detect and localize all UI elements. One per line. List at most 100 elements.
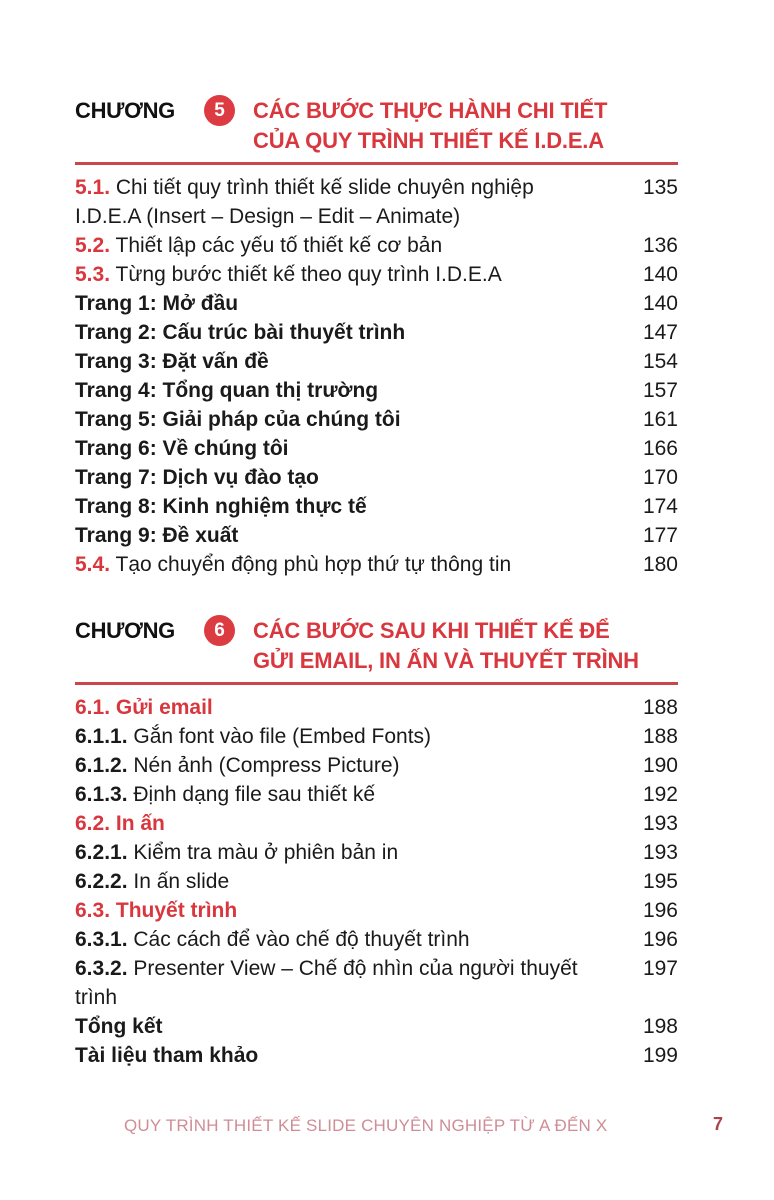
page-number: 7 (713, 1114, 724, 1134)
toc-entry[interactable]: 6.3.2. Presenter View – Chế độ nhìn của … (75, 954, 678, 1012)
toc-entry-title: 6.1.3. Định dạng file sau thiết kế (75, 780, 618, 809)
chapter-title: CÁC BƯỚC THỰC HÀNH CHI TIẾT CỦA QUY TRÌNH… (253, 96, 607, 156)
toc-entry-title: Trang 6: Về chúng tôi (75, 434, 618, 463)
toc-entry[interactable]: 6.1. Gửi email 188 (75, 693, 678, 722)
toc-entry[interactable]: 6.2.2. In ấn slide 195 (75, 867, 678, 896)
toc-entry-text: Trang 6: Về chúng tôi (75, 437, 289, 460)
toc-entry-page: 197 (642, 957, 678, 980)
toc-entry[interactable]: Trang 2: Cấu trúc bài thuyết trình 147 (75, 318, 678, 347)
toc-entry[interactable]: 6.3.1. Các cách để vào chế độ thuyết trì… (75, 925, 678, 954)
toc-entry-number: 6.2.2. (75, 870, 128, 893)
toc-entry-text: Trang 8: Kinh nghiệm thực tế (75, 495, 367, 518)
toc-entry-title: Tài liệu tham khảo (75, 1041, 618, 1070)
toc-entry-page: 140 (642, 263, 678, 286)
toc-entry-number: 5.4. (75, 553, 111, 576)
toc-entry[interactable]: 5.2. Thiết lập các yếu tố thiết kế cơ bả… (75, 231, 678, 260)
toc-entry[interactable]: 6.3. Thuyết trình 196 (75, 896, 678, 925)
chapter-number-badge: 6 (204, 615, 235, 646)
toc-entry[interactable]: Trang 6: Về chúng tôi 166 (75, 434, 678, 463)
toc-entry-page: 135 (642, 176, 678, 199)
toc-entry-number: 6.3. Thuyết trình (75, 899, 238, 922)
running-title: QUY TRÌNH THIẾT KẾ SLIDE CHUYÊN NGHIỆP T… (124, 1116, 608, 1135)
toc-entry-text: Kiểm tra màu ở phiên bản in (133, 841, 399, 864)
toc-entry[interactable]: 6.1.1. Gắn font vào file (Embed Fonts) 18… (75, 722, 678, 751)
chapter-number-badge: 5 (204, 95, 235, 126)
chapter-divider (75, 162, 678, 165)
toc-entry-title: 6.1. Gửi email (75, 693, 618, 722)
toc-entry-text: Tổng kết (75, 1015, 163, 1038)
toc-entry-number: 6.2. In ấn (75, 812, 165, 835)
toc-entry-title: Trang 2: Cấu trúc bài thuyết trình (75, 318, 618, 347)
toc-entry-title: 6.3. Thuyết trình (75, 896, 618, 925)
toc-entry-text: Presenter View – Chế độ nhìn của người t… (75, 957, 578, 1009)
toc-entry-title: 5.1. Chi tiết quy trình thiết kế slide c… (75, 173, 618, 231)
toc-entry-text: Trang 5: Giải pháp của chúng tôi (75, 408, 401, 431)
toc-entry[interactable]: Trang 3: Đặt vấn đề 154 (75, 347, 678, 376)
toc-entry-number: 5.2. (75, 234, 111, 257)
toc-entry-title: Trang 5: Giải pháp của chúng tôi (75, 405, 618, 434)
toc-entry-page: 157 (642, 379, 678, 402)
toc-entry-text: Từng bước thiết kế theo quy trình I.D.E.… (115, 263, 502, 286)
chapter-title-line: GỬI EMAIL, IN ẤN VÀ THUYẾT TRÌNH (253, 648, 639, 673)
chapter-title: CÁC BƯỚC SAU KHI THIẾT KẾ ĐỂ GỬI EMAIL, I… (253, 616, 639, 676)
toc-entry-title: 6.3.1. Các cách để vào chế độ thuyết trì… (75, 925, 618, 954)
toc-entry-page: 192 (642, 783, 678, 806)
toc-entry-number: 6.1.1. (75, 725, 128, 748)
toc-entry[interactable]: 6.2. In ấn 193 (75, 809, 678, 838)
toc-entry-page: 174 (642, 495, 678, 518)
toc-entry[interactable]: 6.1.2. Nén ảnh (Compress Picture) 190 (75, 751, 678, 780)
toc-entry-page: 198 (642, 1015, 678, 1038)
toc-entry-text: In ấn slide (133, 870, 230, 893)
toc-entry-text: Tạo chuyển động phù hợp thứ tự thông tin (115, 553, 512, 576)
toc-entry-page: 140 (642, 292, 678, 315)
toc-entry-title: 5.2. Thiết lập các yếu tố thiết kế cơ bả… (75, 231, 618, 260)
chapter-6-section: CHƯƠNG 6 CÁC BƯỚC SAU KHI THIẾT KẾ ĐỂ GỬI… (75, 615, 678, 1070)
toc-entry-text: Trang 4: Tổng quan thị trường (75, 379, 379, 402)
toc-entry-title: 6.1.2. Nén ảnh (Compress Picture) (75, 751, 618, 780)
toc-entry-title: Trang 1: Mở đầu (75, 289, 618, 318)
toc-entry[interactable]: 5.4. Tạo chuyển động phù hợp thứ tự thôn… (75, 550, 678, 579)
toc-entry[interactable]: Trang 1: Mở đầu 140 (75, 289, 678, 318)
toc-entry-text: Thiết lập các yếu tố thiết kế cơ bản (115, 234, 443, 257)
toc-entry[interactable]: Trang 4: Tổng quan thị trường 157 (75, 376, 678, 405)
toc-entry[interactable]: 5.3. Từng bước thiết kế theo quy trình I… (75, 260, 678, 289)
toc-entry-title: 5.3. Từng bước thiết kế theo quy trình I… (75, 260, 618, 289)
toc-entry-page: 166 (642, 437, 678, 460)
toc-entry-page: 170 (642, 466, 678, 489)
toc-entry-page: 199 (642, 1044, 678, 1067)
chapter-divider (75, 682, 678, 685)
toc-entry-title: Tổng kết (75, 1012, 618, 1041)
chapter-label: CHƯƠNG (75, 618, 175, 643)
toc-entry[interactable]: Trang 8: Kinh nghiệm thực tế 174 (75, 492, 678, 521)
chapter-label: CHƯƠNG (75, 98, 175, 123)
chapter-heading: CHƯƠNG 5 CÁC BƯỚC THỰC HÀNH CHI TIẾT CỦA … (75, 95, 678, 158)
toc-entry[interactable]: 5.1. Chi tiết quy trình thiết kế slide c… (75, 173, 678, 231)
toc-entry-page: 161 (642, 408, 678, 431)
toc-entry[interactable]: Tổng kết 198 (75, 1012, 678, 1041)
toc-entry-text: Tài liệu tham khảo (75, 1044, 259, 1067)
toc-entry[interactable]: 6.1.3. Định dạng file sau thiết kế 192 (75, 780, 678, 809)
toc-entry-page: 196 (642, 928, 678, 951)
toc-entry-page: 188 (642, 696, 678, 719)
toc-entry-number: 5.1. (75, 176, 111, 199)
toc-entry-page: 147 (642, 321, 678, 344)
toc-entry-page: 154 (642, 350, 678, 373)
toc-entry-text: Chi tiết quy trình thiết kế slide chuyên… (75, 176, 534, 228)
chapter-heading: CHƯƠNG 6 CÁC BƯỚC SAU KHI THIẾT KẾ ĐỂ GỬI… (75, 615, 678, 678)
toc-entry-title: Trang 4: Tổng quan thị trường (75, 376, 618, 405)
toc-entry-title: 6.1.1. Gắn font vào file (Embed Fonts) (75, 722, 618, 751)
toc-entry[interactable]: Tài liệu tham khảo 199 (75, 1041, 678, 1070)
toc-entry-title: 6.2. In ấn (75, 809, 618, 838)
toc-entry-number: 6.3.1. (75, 928, 128, 951)
toc-entry-text: Trang 1: Mở đầu (75, 292, 239, 315)
toc-entry-page: 177 (642, 524, 678, 547)
toc-entry-text: Trang 3: Đặt vấn đề (75, 350, 269, 373)
toc-entry[interactable]: Trang 5: Giải pháp của chúng tôi 161 (75, 405, 678, 434)
toc-entry[interactable]: Trang 9: Đề xuất 177 (75, 521, 678, 550)
toc-entry[interactable]: 6.2.1. Kiểm tra màu ở phiên bản in 193 (75, 838, 678, 867)
toc-entry-page: 180 (642, 553, 678, 576)
chapter-title-line: CÁC BƯỚC SAU KHI THIẾT KẾ ĐỂ (253, 618, 610, 643)
toc-entry-text: Trang 2: Cấu trúc bài thuyết trình (75, 321, 406, 344)
toc-entry[interactable]: Trang 7: Dịch vụ đào tạo 170 (75, 463, 678, 492)
toc-entry-text: Các cách để vào chế độ thuyết trình (133, 928, 470, 951)
